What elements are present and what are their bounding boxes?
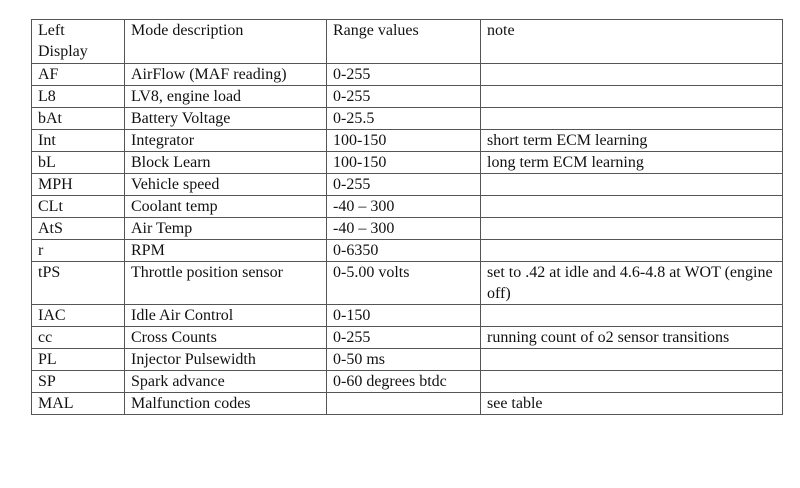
cell-mode-description: Idle Air Control (124, 304, 327, 327)
table-header-row: Left Display Mode description Range valu… (31, 19, 783, 64)
cell-range-values (326, 392, 481, 415)
header-mode-description: Mode description (124, 19, 327, 64)
cell-left-display: IAC (31, 304, 125, 327)
cell-note: see table (480, 392, 783, 415)
cell-mode-description: LV8, engine load (124, 85, 327, 108)
cell-mode-description: Block Learn (124, 151, 327, 174)
cell-mode-description: Vehicle speed (124, 173, 327, 196)
cell-range-values: 0-60 degrees btdc (326, 370, 481, 393)
cell-range-values: -40 – 300 (326, 217, 481, 240)
table-row: L8 LV8, engine load 0-255 (31, 85, 783, 108)
cell-note (480, 348, 783, 371)
table-row: AtS Air Temp -40 – 300 (31, 217, 783, 240)
table-row: IAC Idle Air Control 0-150 (31, 304, 783, 327)
cell-note (480, 107, 783, 130)
cell-note (480, 85, 783, 108)
cell-left-display: CLt (31, 195, 125, 218)
cell-left-display: L8 (31, 85, 125, 108)
cell-left-display: tPS (31, 261, 125, 305)
cell-range-values: 0-6350 (326, 239, 481, 262)
cell-left-display: bAt (31, 107, 125, 130)
cell-left-display: AF (31, 63, 125, 86)
cell-range-values: 0-150 (326, 304, 481, 327)
table-row: SP Spark advance 0-60 degrees btdc (31, 370, 783, 393)
cell-mode-description: Battery Voltage (124, 107, 327, 130)
cell-note (480, 304, 783, 327)
cell-range-values: 0-255 (326, 326, 481, 349)
cell-range-values: 0-255 (326, 63, 481, 86)
cell-note: running count of o2 sensor transitions (480, 326, 783, 349)
cell-left-display: MPH (31, 173, 125, 196)
cell-mode-description: Throttle position sensor (124, 261, 327, 305)
table-row: cc Cross Counts 0-255 running count of o2 s… (31, 326, 783, 349)
table-row: Int Integrator 100-150 short term ECM learn… (31, 129, 783, 152)
cell-mode-description: Integrator (124, 129, 327, 152)
cell-left-display: SP (31, 370, 125, 393)
cell-range-values: -40 – 300 (326, 195, 481, 218)
cell-mode-description: Spark advance (124, 370, 327, 393)
cell-left-display: cc (31, 326, 125, 349)
header-note: note (480, 19, 783, 64)
header-left-display: Left Display (31, 19, 125, 64)
cell-left-display: r (31, 239, 125, 262)
cell-left-display: bL (31, 151, 125, 174)
cell-range-values: 0-50 ms (326, 348, 481, 371)
cell-range-values: 100-150 (326, 129, 481, 152)
cell-note: set to .42 at idle and 4.6-4.8 at WOT (e… (480, 261, 783, 305)
cell-mode-description: Cross Counts (124, 326, 327, 349)
cell-mode-description: Coolant temp (124, 195, 327, 218)
cell-left-display: MAL (31, 392, 125, 415)
table-row: PL Injector Pulsewidth 0-50 ms (31, 348, 783, 371)
cell-note: long term ECM learning (480, 151, 783, 174)
table-row: bL Block Learn 100-150 long term ECM learni… (31, 151, 783, 174)
table-row: CLt Coolant temp -40 – 300 (31, 195, 783, 218)
cell-left-display: AtS (31, 217, 125, 240)
cell-note (480, 173, 783, 196)
cell-note: short term ECM learning (480, 129, 783, 152)
table-row: MAL Malfunction codes see table (31, 392, 783, 415)
table-row: AF AirFlow (MAF reading) 0-255 (31, 63, 783, 86)
cell-range-values: 0-255 (326, 173, 481, 196)
table-row: r RPM 0-6350 (31, 239, 783, 262)
cell-range-values: 0-25.5 (326, 107, 481, 130)
cell-note (480, 63, 783, 86)
cell-note (480, 217, 783, 240)
cell-note (480, 195, 783, 218)
cell-note (480, 239, 783, 262)
cell-range-values: 0-255 (326, 85, 481, 108)
cell-mode-description: RPM (124, 239, 327, 262)
cell-mode-description: Injector Pulsewidth (124, 348, 327, 371)
header-range-values: Range values (326, 19, 481, 64)
table-row: bAt Battery Voltage 0-25.5 (31, 107, 783, 130)
cell-left-display: Int (31, 129, 125, 152)
cell-left-display: PL (31, 348, 125, 371)
cell-range-values: 100-150 (326, 151, 481, 174)
cell-mode-description: Malfunction codes (124, 392, 327, 415)
cell-mode-description: Air Temp (124, 217, 327, 240)
cell-mode-description: AirFlow (MAF reading) (124, 63, 327, 86)
table-row: tPS Throttle position sensor 0-5.00 volts s… (31, 261, 783, 305)
cell-range-values: 0-5.00 volts (326, 261, 481, 305)
table-row: MPH Vehicle speed 0-255 (31, 173, 783, 196)
mode-table: Left Display Mode description Range valu… (31, 19, 783, 415)
cell-note (480, 370, 783, 393)
